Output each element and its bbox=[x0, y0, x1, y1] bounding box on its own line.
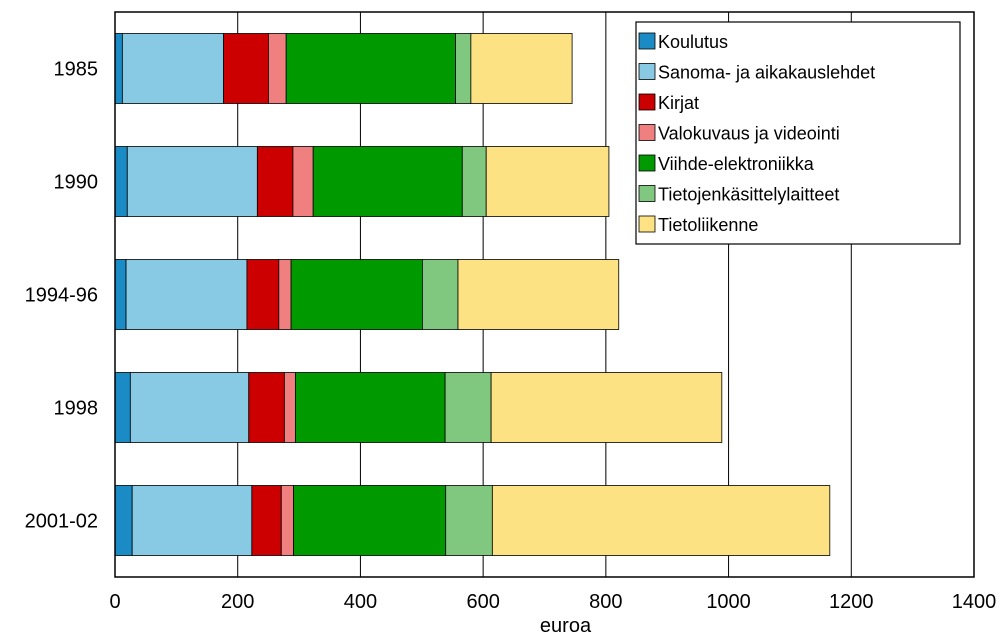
legend-entry-0: Koulutus bbox=[658, 32, 728, 52]
bar-1985-series-6 bbox=[470, 33, 573, 104]
x-tick-label: 1400 bbox=[952, 591, 997, 613]
x-tick-label: 800 bbox=[589, 591, 622, 613]
legend-entry-3: Valokuvaus ja videointi bbox=[658, 124, 840, 144]
bar-1994-96-series-4 bbox=[290, 259, 423, 330]
legend-box bbox=[635, 21, 961, 245]
bar-1998-series-0 bbox=[114, 372, 131, 443]
legend-swatch-3 bbox=[638, 124, 656, 141]
y-tick-labels: 1985 1990 1994-96 1998 2001-02 bbox=[25, 59, 98, 533]
bar-1998-series-3 bbox=[283, 372, 296, 443]
legend-entry-1: Sanoma- ja aikakauslehdet bbox=[658, 63, 875, 83]
x-tick-label: 600 bbox=[466, 591, 499, 613]
bar-1990-series-3 bbox=[292, 146, 314, 217]
bar-1998-series-6 bbox=[490, 372, 723, 443]
bar-2001-02-series-4 bbox=[293, 485, 447, 556]
y-tick-label: 2001-02 bbox=[25, 511, 98, 533]
legend-swatch-4 bbox=[638, 154, 656, 172]
x-tick-label: 400 bbox=[344, 591, 377, 613]
bars bbox=[114, 33, 831, 556]
legend-swatch-2 bbox=[638, 93, 656, 111]
bar-1998-series-5 bbox=[444, 372, 492, 443]
plot-frame bbox=[114, 11, 975, 578]
bar-1990-series-2 bbox=[256, 146, 294, 217]
bar-1998-series-1 bbox=[129, 372, 250, 443]
bar-1994-96-series-2 bbox=[246, 259, 280, 330]
y-tick-label: 1985 bbox=[54, 59, 99, 81]
legend-entry-2: Kirjat bbox=[658, 93, 699, 113]
bar-1985-series-4 bbox=[285, 33, 456, 104]
bar-1994-96-series-1 bbox=[125, 259, 248, 330]
x-tick-label: 1000 bbox=[706, 591, 751, 613]
y-tick-label: 1990 bbox=[54, 172, 99, 194]
bar-1990-series-4 bbox=[312, 146, 463, 217]
legend: Koulutus Sanoma- ja aikakauslehdet Kirjat V… bbox=[635, 21, 961, 245]
bar-2001-02-series-6 bbox=[491, 485, 831, 556]
bar-2001-02-series-0 bbox=[114, 485, 133, 556]
bar-1994-96-series-3 bbox=[278, 259, 292, 330]
legend-entry-6: Tietoliikenne bbox=[658, 215, 758, 235]
bar-1990-series-0 bbox=[114, 146, 128, 217]
bar-1998-series-2 bbox=[248, 372, 285, 443]
bar-2001-02-series-2 bbox=[251, 485, 282, 556]
x-tick-label: 0 bbox=[109, 591, 120, 613]
x-axis-label: euroa bbox=[540, 615, 592, 637]
bar-2001-02-series-1 bbox=[131, 485, 253, 556]
bar-1985-series-1 bbox=[121, 33, 225, 104]
bar-1994-96-series-0 bbox=[114, 259, 127, 330]
bar-1990-series-1 bbox=[126, 146, 258, 217]
legend-swatch-5 bbox=[638, 185, 656, 202]
legend-swatch-0 bbox=[638, 32, 656, 50]
bar-1990-series-5 bbox=[461, 146, 487, 217]
x-tick-labels: 0 200 400 600 800 1000 1200 1400 bbox=[109, 591, 996, 613]
bar-1985-series-0 bbox=[114, 33, 123, 104]
legend-entry-5: Tietojenkäsittelylaitteet bbox=[658, 185, 839, 205]
legend-swatch-1 bbox=[638, 63, 656, 80]
legend-swatch-6 bbox=[638, 215, 656, 233]
bar-1985-series-5 bbox=[455, 33, 472, 104]
x-tick-label: 200 bbox=[221, 591, 254, 613]
bar-2001-02-series-3 bbox=[280, 485, 294, 556]
bar-2001-02-series-5 bbox=[445, 485, 493, 556]
bar-1985-series-3 bbox=[267, 33, 287, 104]
legend-entry-4: Viihde-elektroniikka bbox=[658, 154, 815, 174]
bar-1990-series-6 bbox=[485, 146, 610, 217]
bar-1985-series-2 bbox=[223, 33, 269, 104]
y-tick-label: 1998 bbox=[54, 398, 99, 420]
bar-1998-series-4 bbox=[294, 372, 446, 443]
bar-1994-96-series-5 bbox=[421, 259, 459, 330]
y-tick-label: 1994-96 bbox=[25, 285, 98, 307]
bar-1994-96-series-6 bbox=[457, 259, 620, 330]
x-tick-label: 1200 bbox=[829, 591, 874, 613]
